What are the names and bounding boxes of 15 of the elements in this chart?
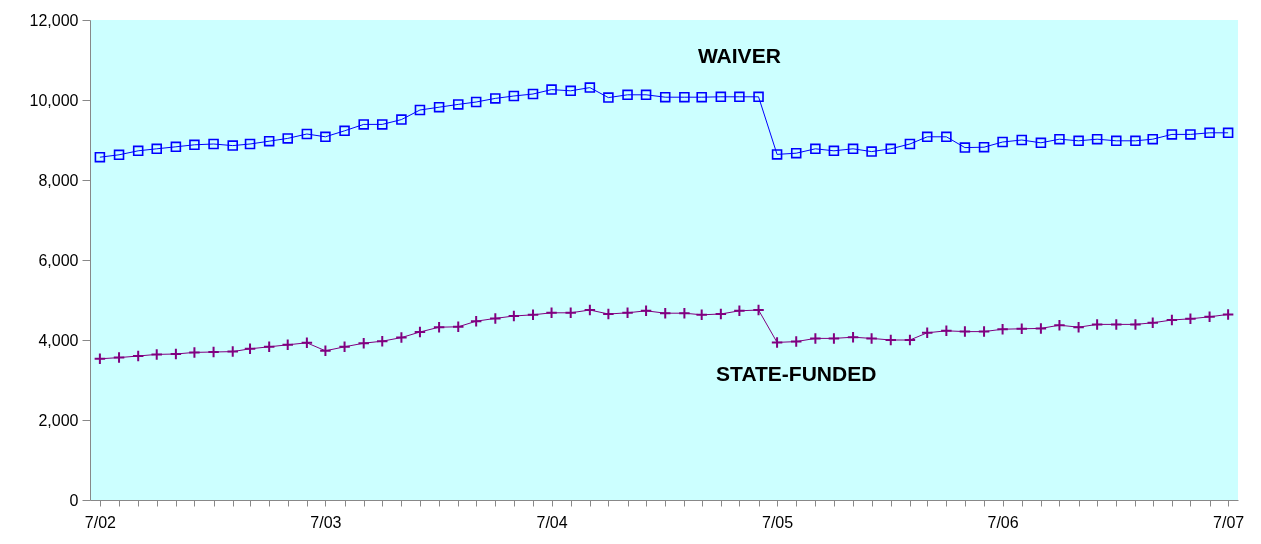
y-tick-label: 4,000 bbox=[38, 331, 79, 349]
y-tick-label: 0 bbox=[69, 491, 79, 509]
y-tick-label: 8,000 bbox=[38, 171, 79, 189]
y-tick-label: 10,000 bbox=[29, 91, 79, 109]
series-label: STATE-FUNDED bbox=[716, 361, 877, 385]
series-label: WAIVER bbox=[697, 43, 781, 67]
x-tick-label: 7/02 bbox=[84, 513, 117, 531]
y-tick-label: 12,000 bbox=[29, 11, 79, 29]
y-tick-label: 2,000 bbox=[38, 411, 79, 429]
x-tick-label: 7/04 bbox=[536, 513, 568, 531]
x-tick-label: 7/07 bbox=[1213, 513, 1245, 531]
y-tick-label: 6,000 bbox=[38, 251, 79, 269]
x-tick-label: 7/05 bbox=[762, 513, 794, 531]
x-tick-label: 7/06 bbox=[987, 513, 1019, 531]
x-tick-label: 7/03 bbox=[310, 513, 342, 531]
